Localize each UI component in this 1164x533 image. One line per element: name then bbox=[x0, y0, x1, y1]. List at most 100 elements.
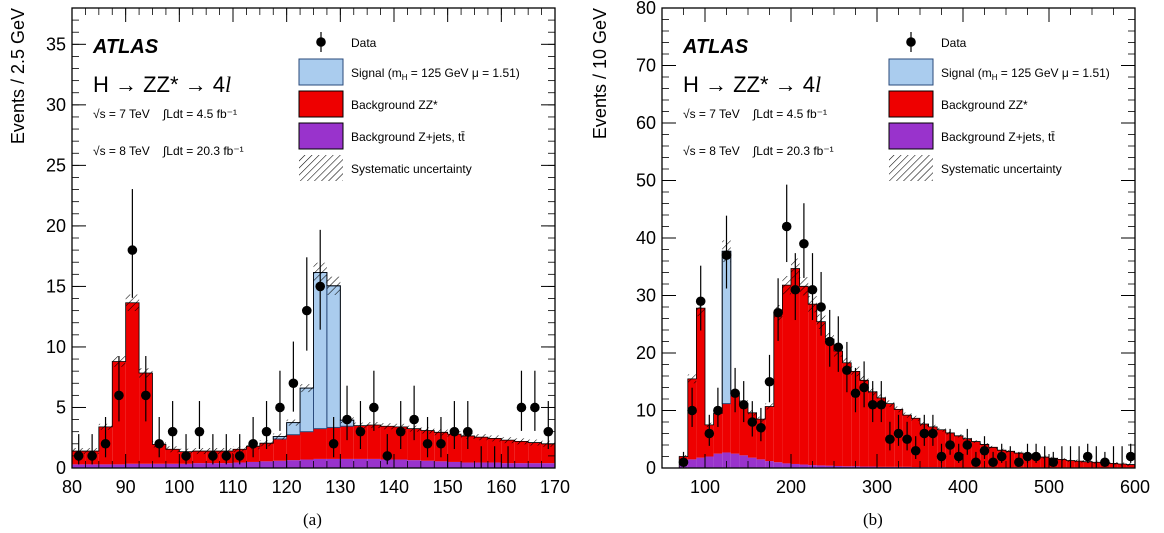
x-tick-label: 160 bbox=[486, 477, 516, 497]
legend-zjets-label: Background Z+jets, tt̄ bbox=[941, 130, 1055, 144]
bin-zjets bbox=[461, 462, 475, 468]
data-point bbox=[910, 445, 921, 456]
bin-zjets bbox=[98, 464, 113, 468]
bin-zz bbox=[730, 393, 740, 454]
bin-zjets bbox=[300, 459, 314, 468]
data-point bbox=[1048, 457, 1059, 468]
data-point bbox=[824, 336, 835, 347]
bin-zz bbox=[528, 442, 542, 464]
data-point bbox=[756, 422, 766, 433]
legend-signal-label: Signal (mH = 125 GeV μ = 1.51) bbox=[941, 66, 1110, 82]
data-point bbox=[962, 440, 973, 450]
bin-zjets bbox=[286, 460, 301, 468]
y-tick-label: 0 bbox=[646, 458, 656, 478]
y-tick-label: 80 bbox=[636, 0, 656, 18]
x-tick-label: 110 bbox=[219, 477, 248, 497]
data-point bbox=[979, 445, 990, 456]
bin-zz bbox=[859, 380, 869, 467]
bin-zjets bbox=[420, 460, 435, 468]
data-point bbox=[315, 281, 326, 292]
data-point bbox=[1022, 451, 1033, 462]
bin-zz bbox=[165, 449, 180, 464]
bin-zjets bbox=[353, 458, 368, 468]
legend-zz-swatch bbox=[298, 90, 344, 118]
bin-zjets bbox=[748, 457, 757, 468]
bin-zjets bbox=[367, 458, 381, 468]
data-point bbox=[221, 451, 232, 461]
y-tick-label: 70 bbox=[636, 56, 656, 76]
data-point bbox=[409, 414, 419, 425]
data-point bbox=[275, 402, 285, 413]
bin-zjets bbox=[825, 465, 834, 468]
legend-zz-swatch bbox=[888, 90, 934, 118]
bin-zjets bbox=[791, 463, 800, 468]
y-tick-label: 20 bbox=[46, 216, 66, 236]
x-tick-label: 100 bbox=[690, 477, 720, 497]
bin-zz bbox=[868, 391, 877, 467]
x-tick-label: 100 bbox=[164, 477, 194, 497]
bin-zjets bbox=[868, 466, 877, 468]
data-point bbox=[301, 305, 312, 316]
lumi-7: ∫Ldt = 4.5 fb⁻¹ bbox=[162, 107, 237, 121]
bin-zz bbox=[928, 426, 938, 468]
data-point bbox=[382, 451, 393, 461]
data-point bbox=[695, 296, 706, 307]
data-point bbox=[154, 438, 165, 449]
data-point bbox=[462, 426, 473, 437]
data-point bbox=[850, 388, 861, 399]
data-point bbox=[516, 402, 527, 413]
x-tick-label: 300 bbox=[862, 477, 892, 497]
data-point bbox=[842, 365, 852, 376]
bin-zjets bbox=[394, 459, 408, 468]
x-axis-label: m4l [GeV] bbox=[1058, 504, 1135, 505]
data-point bbox=[713, 405, 723, 416]
bin-zjets bbox=[713, 453, 723, 468]
bin-zjets bbox=[434, 461, 448, 468]
legend-data-label: Data bbox=[941, 36, 967, 50]
legend-data-marker bbox=[906, 37, 916, 47]
y-tick-label: 30 bbox=[636, 286, 656, 306]
data-point bbox=[422, 438, 433, 449]
data-point bbox=[704, 428, 715, 439]
legend-syst-swatch bbox=[299, 155, 343, 181]
data-point bbox=[395, 426, 406, 437]
bin-zz bbox=[313, 428, 327, 459]
data-point bbox=[885, 434, 895, 445]
legend-signal-label: Signal (mH = 125 GeV μ = 1.51) bbox=[351, 66, 520, 82]
bin-zz bbox=[125, 302, 140, 464]
panel-a-caption: (a) bbox=[303, 510, 322, 529]
bin-zjets bbox=[773, 462, 783, 468]
legend-syst-swatch bbox=[889, 155, 933, 181]
data-point bbox=[87, 451, 97, 461]
sqrt-s-8: √s = 8 TeV bbox=[683, 144, 740, 158]
chart-panel-b: 100 200 300 400 500 600 0 10 20 30 40 50 60 70 80 m4l [… bbox=[582, 0, 1164, 533]
x-tick-label: 140 bbox=[379, 477, 409, 497]
bin-zz bbox=[407, 428, 421, 461]
process-label: H → ZZ* → 4l bbox=[683, 72, 821, 97]
bin-zz bbox=[739, 403, 748, 456]
x-tick-label: 200 bbox=[776, 477, 806, 497]
bin-zjets bbox=[799, 464, 809, 468]
data-point bbox=[730, 388, 740, 399]
bin-zz bbox=[791, 268, 800, 464]
x-tick-label: 80 bbox=[62, 477, 82, 497]
data-point bbox=[1082, 451, 1093, 462]
legend-syst-label: Systematic uncertainty bbox=[351, 162, 472, 176]
bin-zjets bbox=[782, 463, 791, 468]
bin-zjets bbox=[179, 463, 193, 468]
bin-zjets bbox=[739, 455, 748, 468]
y-tick-label: 50 bbox=[636, 171, 656, 191]
y-tick-label: 40 bbox=[636, 228, 656, 248]
data-point bbox=[721, 250, 732, 261]
bin-zz bbox=[286, 434, 301, 461]
legend-zjets-label: Background Z+jets, tt̄ bbox=[351, 130, 465, 144]
bin-zz bbox=[541, 443, 555, 464]
bin-zjets bbox=[139, 463, 153, 468]
x-tick-label: 120 bbox=[272, 477, 302, 497]
bin-zjets bbox=[326, 458, 341, 468]
bin-zjets bbox=[246, 461, 260, 468]
sqrt-s-8: √s = 8 TeV bbox=[93, 144, 150, 158]
data-point bbox=[928, 428, 938, 439]
panel-b-caption: (b) bbox=[863, 510, 883, 529]
bin-zz bbox=[799, 286, 809, 465]
